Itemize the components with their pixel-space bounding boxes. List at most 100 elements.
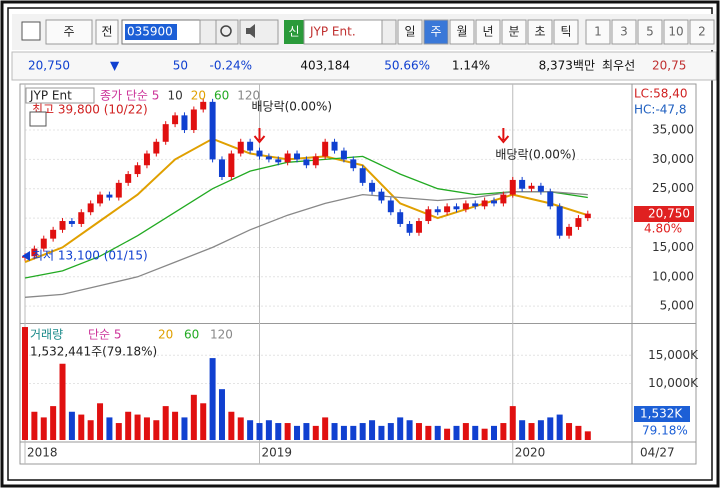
volume-bar <box>453 425 460 440</box>
candle <box>584 213 591 219</box>
candle <box>237 141 244 154</box>
candle <box>68 221 75 224</box>
candle <box>537 185 544 192</box>
volume-bar <box>59 363 66 440</box>
info-best-price: 20,75 <box>652 59 686 73</box>
volume-bar <box>40 417 47 440</box>
table-icon[interactable] <box>29 111 47 127</box>
candle <box>275 159 282 163</box>
button-label: 5 <box>646 25 654 39</box>
volume-bar <box>481 428 488 440</box>
button[interactable] <box>553 19 579 45</box>
volume-tick-label: 10,000K <box>648 376 699 390</box>
volume-tick-label: 15,000K <box>648 348 699 362</box>
candle <box>106 194 113 198</box>
badge: 신 <box>288 25 299 39</box>
candle <box>453 206 460 210</box>
x-tick-label: 2018 <box>27 446 58 460</box>
button[interactable] <box>527 19 553 45</box>
candle <box>434 209 441 213</box>
volume-note: 1,532,441주(79.18%) <box>30 345 157 359</box>
last-volume-box <box>634 406 690 422</box>
volume-bar <box>406 420 413 440</box>
dropdown[interactable] <box>381 19 397 45</box>
candle <box>59 221 66 230</box>
button-label: 초 <box>534 25 545 39</box>
legend-entry: 20 <box>191 89 206 103</box>
candle <box>265 156 272 160</box>
candle <box>556 206 563 236</box>
legend-entry: 10 <box>167 89 182 103</box>
volume-legend: 거래량 <box>30 328 63 342</box>
candle <box>40 238 47 249</box>
sound-button[interactable] <box>239 19 279 45</box>
inner-frame <box>7 7 713 481</box>
button[interactable] <box>423 19 449 45</box>
candle <box>294 153 301 160</box>
candle <box>519 179 526 189</box>
info-change-pct: -0.24% <box>210 59 252 73</box>
volume-bar <box>153 420 160 440</box>
button[interactable] <box>45 19 93 45</box>
candle <box>397 212 404 224</box>
button[interactable] <box>637 19 663 45</box>
volume-bar <box>31 411 38 440</box>
button[interactable] <box>449 19 475 45</box>
button[interactable] <box>689 19 715 45</box>
button[interactable] <box>501 19 527 45</box>
y-tick-label: 30,000 <box>652 152 694 166</box>
y-tick-label: 35,000 <box>652 123 694 137</box>
candle <box>218 159 225 177</box>
volume-bar <box>528 423 535 440</box>
last-price-box <box>634 206 694 222</box>
candle <box>200 101 207 110</box>
candle <box>387 200 394 213</box>
name-box <box>303 19 383 45</box>
search-icon <box>220 25 232 37</box>
candle <box>153 141 160 154</box>
button[interactable] <box>663 19 689 45</box>
button[interactable] <box>95 19 119 45</box>
button-label: 틱 <box>560 25 571 39</box>
volume-legend: 20 <box>158 328 173 342</box>
volume-bar <box>369 420 376 440</box>
volume-bar <box>181 417 188 440</box>
button-label: 분 <box>508 25 519 39</box>
candle <box>172 115 179 125</box>
volume-bar <box>87 420 94 440</box>
candle <box>50 229 57 239</box>
button[interactable] <box>397 19 423 45</box>
button-label: 3 <box>620 25 628 39</box>
dropdown[interactable] <box>199 19 217 45</box>
last-volume-pct: 79.18% <box>642 424 688 438</box>
dividend-note: 배당락(0.00%) <box>495 148 576 162</box>
candle <box>312 156 319 166</box>
button-label: 일 <box>404 25 415 39</box>
last-price: 20,750 <box>648 207 690 221</box>
last-volume: 1,532K <box>640 407 683 421</box>
moving-average <box>24 191 588 298</box>
menu-icon[interactable] <box>21 21 41 41</box>
candle <box>303 159 310 166</box>
search-button[interactable] <box>215 19 239 45</box>
volume-bar <box>350 425 357 440</box>
candle <box>462 203 469 210</box>
button-label: 월 <box>456 25 467 39</box>
candle <box>378 191 385 201</box>
volume-bar <box>303 423 310 440</box>
volume-bar <box>519 420 526 440</box>
volume-bar <box>415 423 422 440</box>
candle <box>331 141 338 151</box>
stock-name: JYP Ent. <box>309 25 356 39</box>
candle <box>125 174 132 183</box>
x-tick-label: 2020 <box>515 446 546 460</box>
volume-bar <box>425 425 432 440</box>
volume-bar <box>556 414 563 440</box>
volume-bar <box>247 420 254 440</box>
button[interactable] <box>611 19 637 45</box>
button[interactable] <box>475 19 501 45</box>
volume-bar <box>209 358 216 440</box>
button[interactable] <box>585 19 611 45</box>
dividend-note: 배당락(0.00%) <box>252 100 333 114</box>
candle <box>575 218 582 227</box>
